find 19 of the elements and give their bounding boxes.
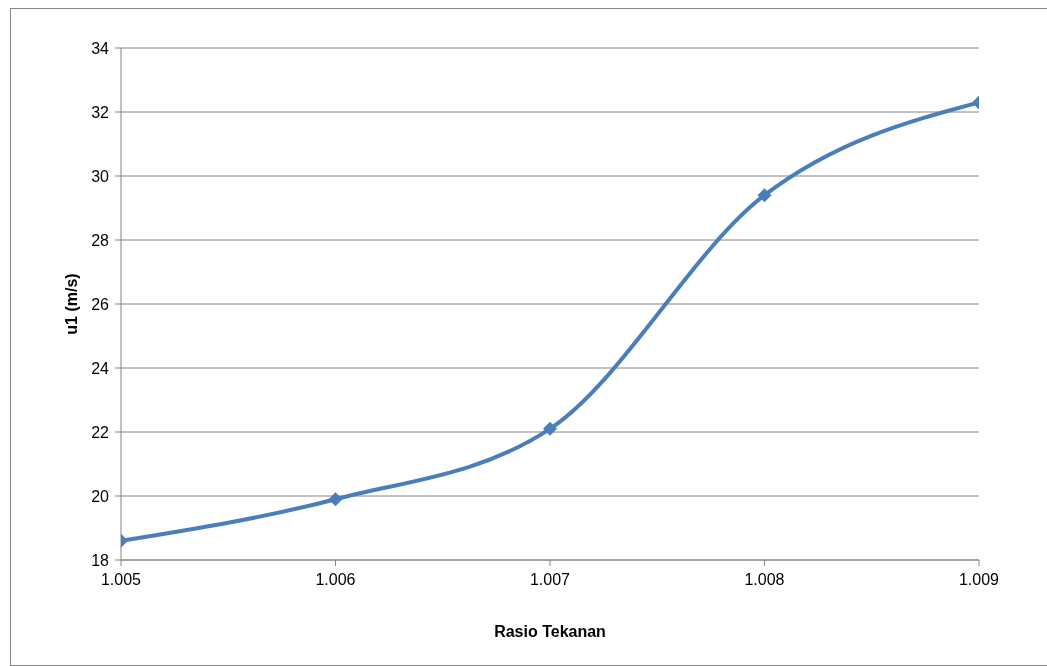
y-tick-label: 34 — [91, 39, 110, 57]
y-tick-label: 18 — [91, 551, 110, 569]
y-axis-title: u1 (m/s) — [62, 273, 80, 335]
point — [757, 188, 772, 203]
y-tick-label: 28 — [91, 231, 110, 249]
y-tick-label: 32 — [91, 103, 110, 121]
y-tick-label: 30 — [91, 167, 110, 185]
x-tick-label: 1.009 — [958, 571, 1000, 589]
x-tick-label: 1.005 — [100, 571, 142, 589]
x-axis-title: Rasio Tekanan — [494, 623, 606, 640]
point — [328, 492, 343, 507]
x-tick-label: 1.006 — [315, 571, 356, 589]
y-tick-label: 22 — [91, 423, 110, 441]
point — [543, 421, 557, 436]
y-tick-label: 20 — [91, 487, 110, 505]
x-tick-label: 1.008 — [744, 571, 785, 589]
x-tick-label: 1.007 — [529, 571, 571, 589]
y-tick-label: 26 — [91, 295, 110, 313]
y-tick-label: 24 — [91, 359, 110, 377]
